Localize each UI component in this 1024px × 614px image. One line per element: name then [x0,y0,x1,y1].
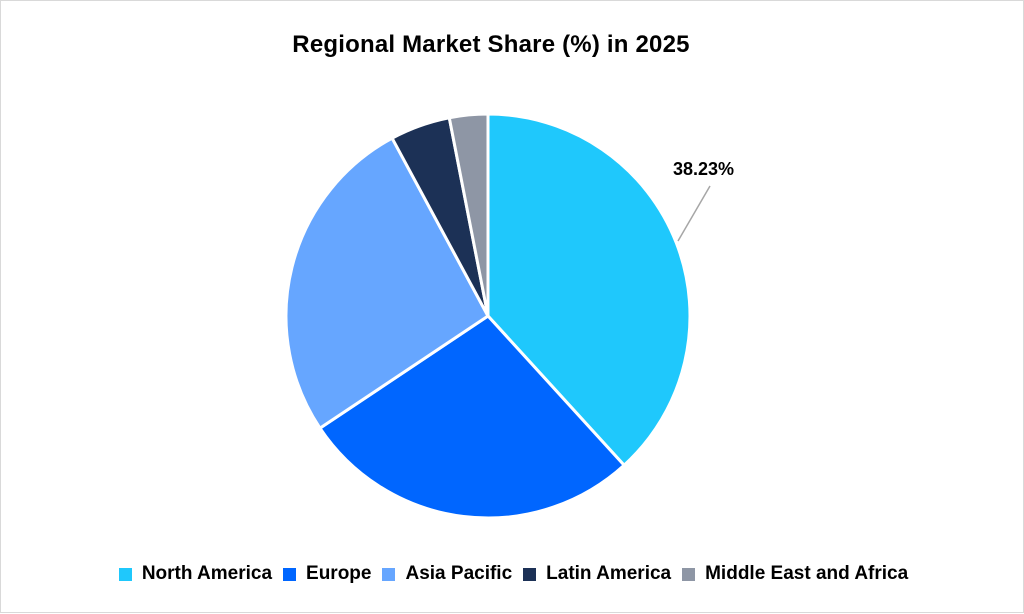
legend-label: Asia Pacific [405,563,513,584]
legend-item-north-america[interactable]: North America [118,563,273,585]
pie-slice-north-america[interactable] [486,112,692,467]
legend-swatch-asia-pacific [382,567,396,581]
legend-swatch-north-america [118,567,132,581]
pie-slice-middle-east-and-africa[interactable] [447,112,490,318]
pie-slice-asia-pacific[interactable] [284,136,490,430]
pie-slices [284,112,692,520]
legend: North America Europe Asia Pacific Latin … [1,563,1024,585]
chart-title: Regional Market Share (%) in 2025 [292,31,690,58]
legend-label: Europe [306,563,372,584]
legend-item-middle-east-africa[interactable]: Middle East and Africa [682,563,908,585]
legend-label: North America [141,563,273,584]
legend-label: Latin America [546,563,672,584]
legend-swatch-europe [283,567,297,581]
legend-item-latin-america[interactable]: Latin America [523,563,671,585]
legend-label: Middle East and Africa [705,563,909,584]
legend-item-europe[interactable]: Europe [283,563,371,585]
legend-swatch-latin-america [523,567,537,581]
data-label-north-america: 38.23% [673,159,734,179]
legend-item-asia-pacific[interactable]: Asia Pacific [382,563,512,585]
pie-slice-europe[interactable] [318,314,626,520]
leader-line [677,185,711,242]
legend-swatch-middle-east-africa [682,567,696,581]
